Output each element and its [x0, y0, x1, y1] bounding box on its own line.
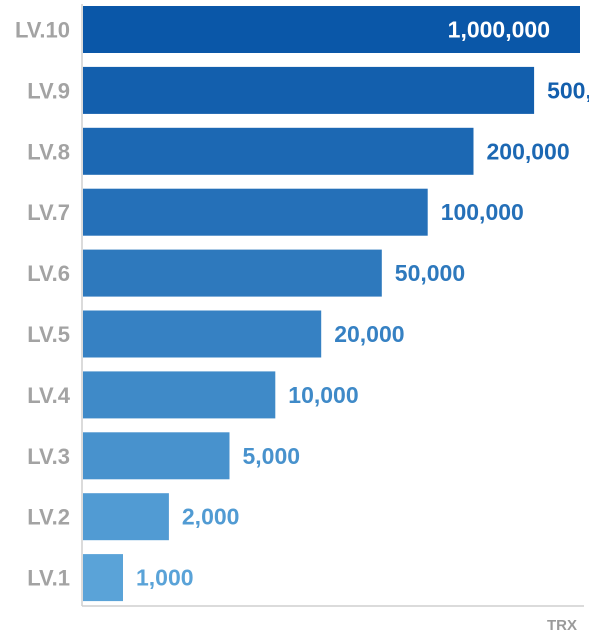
category-label-lv-10: LV.10: [15, 18, 70, 43]
bar-lv-1: [83, 554, 123, 602]
bar-lv-7: [83, 188, 428, 236]
value-label-lv-1: 1,000: [136, 565, 194, 591]
category-label-lv-8: LV.8: [27, 139, 70, 164]
value-label-lv-5: 20,000: [334, 321, 404, 347]
labels-layer: LV.10 1,000,000 LV.9 500,000 LV.8 200,000 LV.7…: [15, 17, 589, 591]
value-label-lv-10: 1,000,000: [448, 17, 550, 43]
bar-lv-9: [83, 66, 535, 114]
category-label-lv-2: LV.2: [27, 505, 70, 530]
value-label-lv-7: 100,000: [441, 199, 524, 225]
bars-layer: [83, 6, 580, 602]
value-label-lv-9: 500,000: [547, 77, 589, 103]
value-label-lv-3: 5,000: [243, 443, 301, 469]
unit-label: TRX: [547, 617, 577, 634]
value-label-lv-2: 2,000: [182, 504, 240, 530]
bar-lv-10: [83, 6, 580, 53]
category-label-lv-7: LV.7: [27, 200, 70, 225]
category-label-lv-9: LV.9: [27, 78, 70, 103]
value-label-lv-6: 50,000: [395, 260, 465, 286]
bar-lv-4: [83, 371, 276, 419]
value-label-lv-4: 10,000: [288, 382, 358, 408]
category-label-lv-3: LV.3: [27, 444, 70, 469]
bar-lv-5: [83, 310, 322, 358]
category-label-lv-5: LV.5: [27, 322, 70, 347]
bar-lv-3: [83, 432, 230, 480]
bar-lv-8: [83, 127, 474, 175]
category-label-lv-4: LV.4: [27, 383, 71, 408]
category-label-lv-1: LV.1: [27, 566, 70, 591]
bar-lv-2: [83, 493, 169, 541]
bar-lv-6: [83, 249, 382, 297]
value-label-lv-8: 200,000: [487, 138, 570, 164]
category-label-lv-6: LV.6: [27, 261, 70, 286]
